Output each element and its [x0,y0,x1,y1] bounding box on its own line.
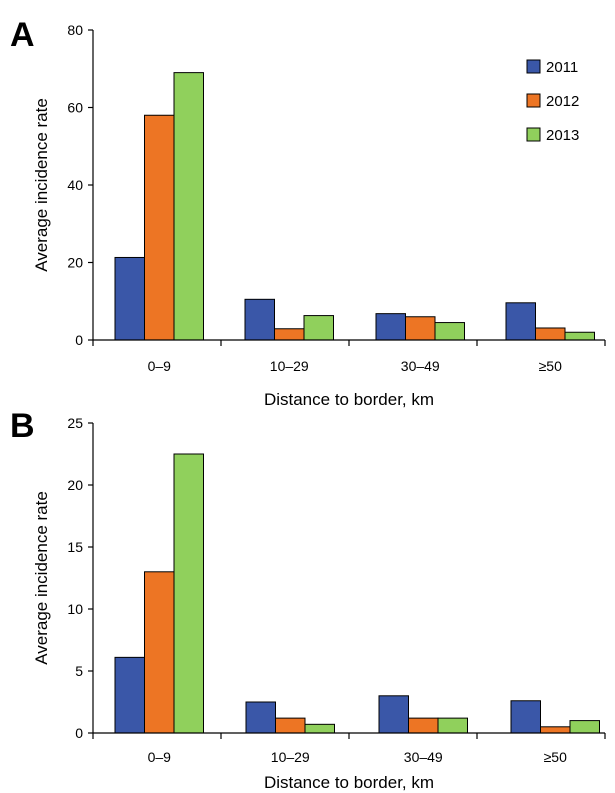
bar-2012-3 [405,316,436,341]
bar-2011-4 [510,700,541,734]
y-axis-title: Average incidence rate [32,491,51,665]
panel-label: B [10,407,35,445]
legend: 2011 2012 2013 [526,59,579,144]
legend-swatch-2011 [526,59,541,74]
bar-2011-3 [375,313,406,341]
bar-2012-1 [144,571,175,734]
bar-2013-1 [173,72,204,341]
chart-panel-a: A 0 20 40 60 80 0–9 10–29 30–49 ≥50 Distance to bo… [10,16,606,409]
y-tick-label: 60 [67,100,83,116]
x-tick-label: 10–29 [271,749,310,765]
legend-swatch-2013 [526,127,541,142]
y-tick-label: 40 [67,177,83,193]
bar-2013-4 [569,720,600,734]
y-tick-label: 20 [67,477,83,493]
y-tick-label: 20 [67,255,83,271]
legend-label-2011: 2011 [546,59,578,76]
bar-2011-2 [244,298,275,341]
bar-2012-2 [275,717,306,734]
bar-2012-1 [144,114,175,341]
bar-2013-2 [304,723,335,734]
x-tick-label: 0–9 [148,358,172,374]
legend-swatch-2012 [526,93,541,108]
chart-panel-b: B 0 5 10 15 20 25 0–9 10–29 30–49 ≥50 Distance to b… [10,407,606,792]
y-tick-label: 5 [75,663,83,679]
x-tick-label: ≥50 [539,358,562,374]
bar-2013-3 [434,322,465,341]
bar-2013-2 [303,315,334,341]
x-tick-label: 0–9 [148,749,172,765]
bar-2013-1 [173,453,204,734]
bar-2012-4 [535,327,566,341]
bar-2012-2 [274,328,305,341]
bar-2011-1 [114,256,145,341]
y-tick-label: 80 [67,22,83,38]
x-tick-label: ≥50 [544,749,567,765]
bar-2012-4 [540,726,571,734]
y-tick-label: 0 [75,332,83,348]
legend-label-2013: 2013 [546,127,579,144]
bar-2013-4 [564,331,595,341]
y-tick-label: 0 [75,725,83,741]
bar-2013-3 [437,717,468,734]
x-tick-label: 30–49 [404,749,443,765]
y-tick-label: 25 [67,415,83,431]
bar-2011-2 [245,701,276,734]
x-axis-title: Distance to border, km [264,773,434,792]
bar-2011-1 [114,656,145,734]
bar-2012-3 [408,717,439,734]
y-tick-label: 15 [67,539,83,555]
bar-2011-3 [378,695,409,734]
y-axis-title: Average incidence rate [32,98,51,272]
y-tick-label: 10 [67,601,83,617]
x-tick-label: 30–49 [401,358,440,374]
x-axis-title: Distance to border, km [264,390,434,409]
panel-label: A [10,16,35,54]
bar-2011-4 [505,302,536,341]
legend-label-2012: 2012 [546,93,579,110]
x-tick-label: 10–29 [270,358,309,374]
